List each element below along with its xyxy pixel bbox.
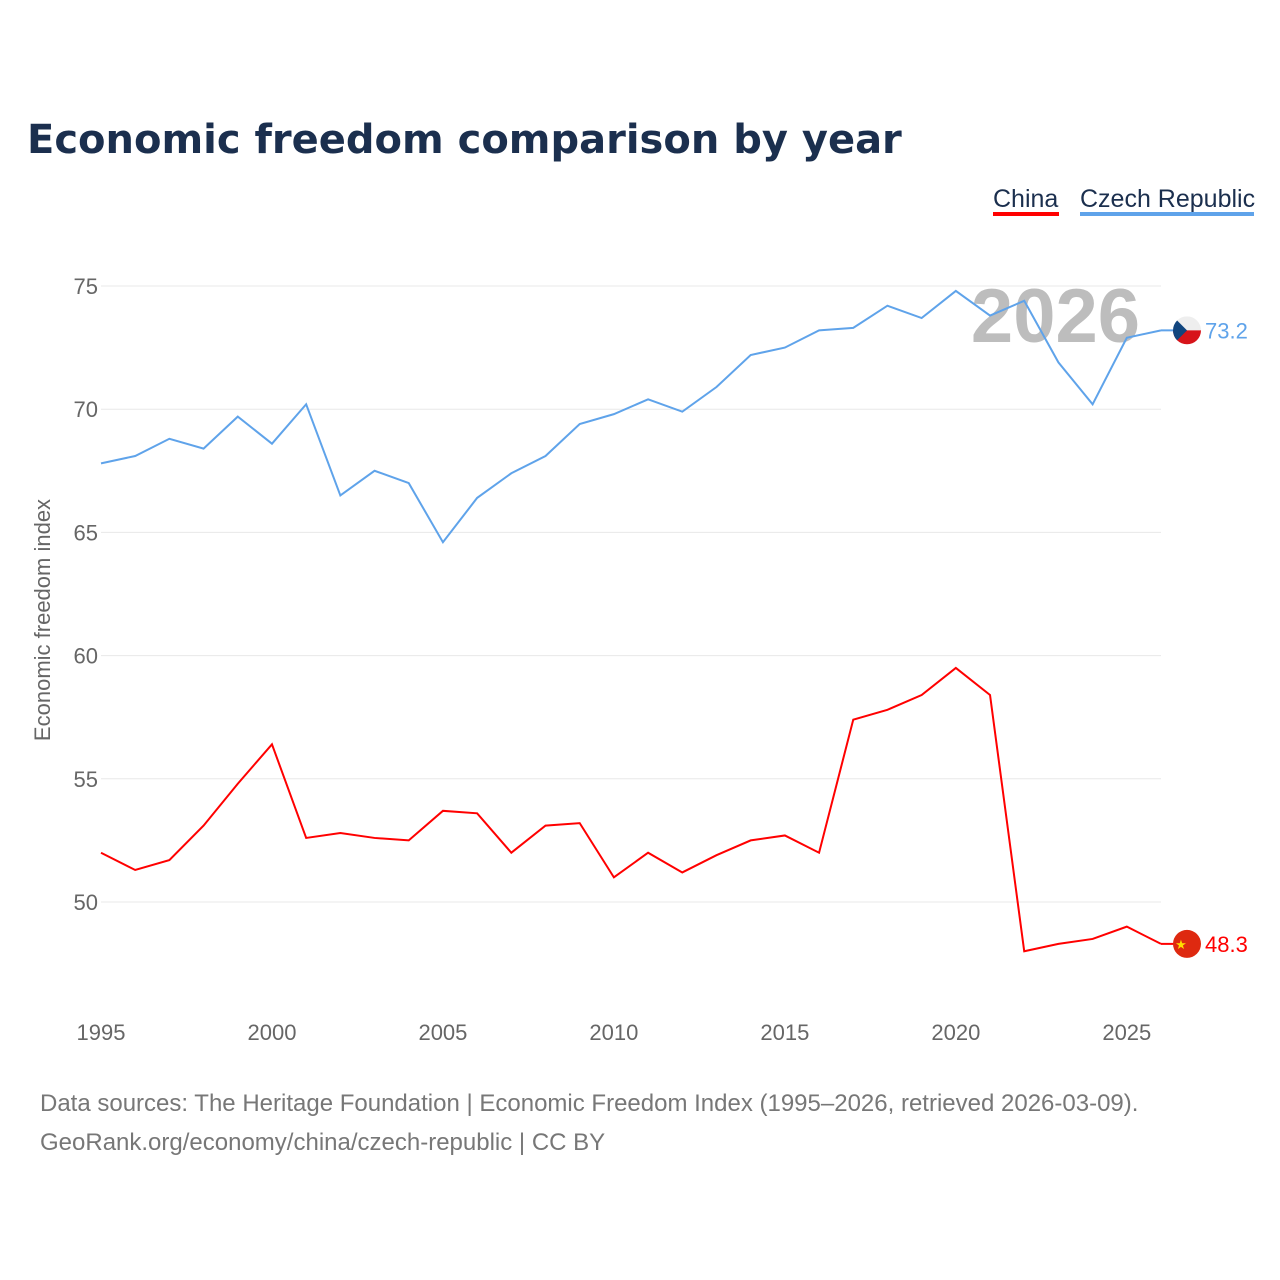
czech-flag-icon	[1173, 316, 1201, 345]
x-tick-label: 2025	[1102, 1020, 1151, 1045]
y-tick-label: 50	[74, 890, 98, 915]
x-tick-label: 2020	[931, 1020, 980, 1045]
series-line-china	[100, 666, 1162, 953]
x-tick-label: 2000	[247, 1020, 296, 1045]
source-line-2: GeoRank.org/economy/china/czech-republic…	[40, 1129, 605, 1156]
legend-item-czech-republic: Czech Republic	[1080, 185, 1255, 213]
series-lines: ★ 48.3 73.2	[100, 289, 1248, 958]
china-flag-icon: ★	[1173, 929, 1201, 958]
grid: 50 55 60 65 70 75 1995 2000 2005 2010 2015 2020 2025	[74, 274, 1161, 1045]
chart-title: Economic freedom comparison by year	[27, 117, 902, 163]
y-axis-label: Economic freedom index	[30, 499, 55, 741]
flag-blue	[1173, 316, 1187, 345]
x-tick-label: 2015	[760, 1020, 809, 1045]
y-tick-label: 70	[74, 397, 98, 422]
legend-swatch	[993, 212, 1059, 216]
end-value-label: 73.2	[1205, 318, 1248, 343]
x-tick-label: 2010	[589, 1020, 638, 1045]
legend: China Czech Republic	[993, 185, 1255, 216]
source-line-1: Data sources: The Heritage Foundation | …	[40, 1090, 1138, 1117]
flag-field	[1173, 929, 1201, 958]
flag-star: ★	[1175, 937, 1187, 952]
y-tick-label: 75	[74, 274, 98, 299]
y-tick-label: 55	[74, 767, 98, 792]
end-value-label: 48.3	[1205, 932, 1248, 957]
series-line-czech-republic	[100, 289, 1162, 545]
x-tick-label: 1995	[77, 1020, 126, 1045]
year-watermark: 2026	[971, 274, 1140, 359]
x-tick-label: 2005	[418, 1020, 467, 1045]
legend-swatch	[1080, 212, 1254, 216]
y-tick-label: 60	[74, 644, 98, 669]
y-tick-label: 65	[74, 520, 98, 545]
legend-item-china: China	[993, 185, 1058, 213]
